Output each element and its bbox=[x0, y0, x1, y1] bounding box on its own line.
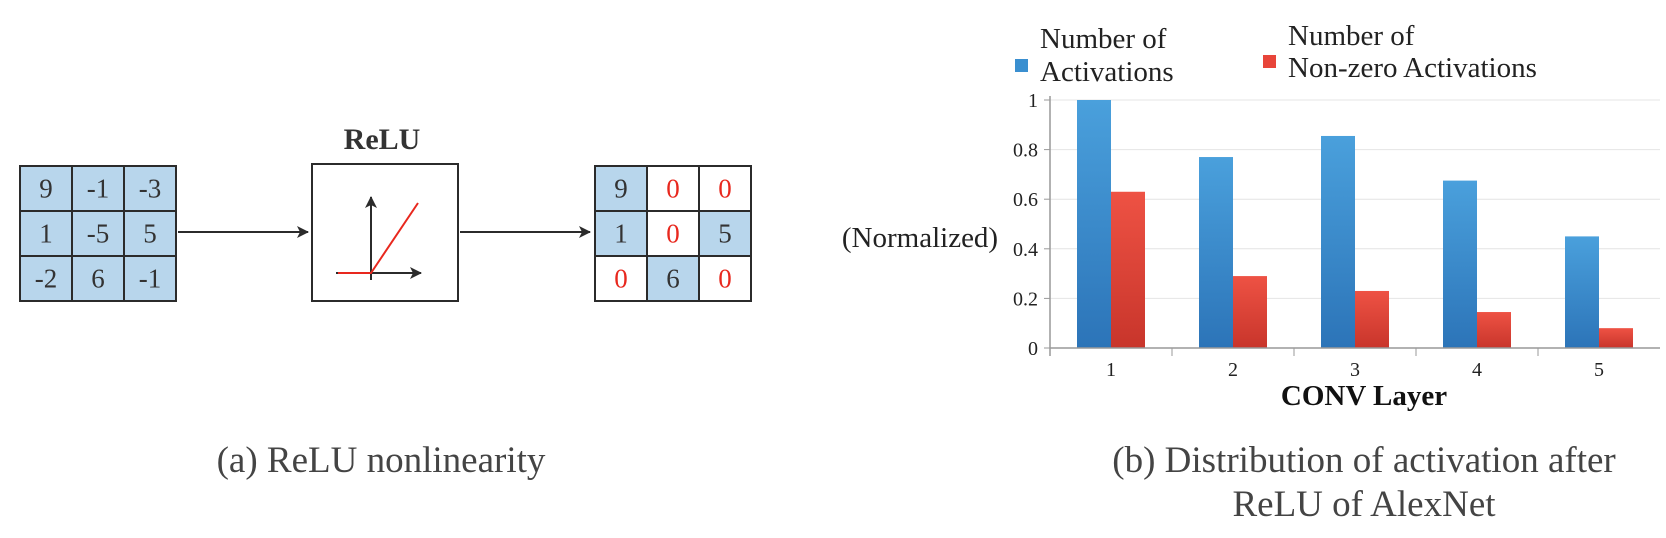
bar-nonzero-activations bbox=[1355, 290, 1389, 348]
matrix-cell-value: 5 bbox=[718, 219, 732, 249]
bar-activations bbox=[1199, 157, 1233, 348]
bar-activations bbox=[1321, 135, 1355, 348]
y-tick-label: 1 bbox=[1028, 90, 1038, 112]
caption-b-line-2: ReLU of AlexNet bbox=[1232, 484, 1496, 525]
legend-label: Number of bbox=[1288, 20, 1415, 52]
y-tick-label: 0.6 bbox=[1013, 189, 1038, 211]
matrix-cell bbox=[123, 255, 177, 302]
matrix-cell-value: 0 bbox=[666, 174, 680, 204]
matrix-cell-value: 6 bbox=[91, 264, 105, 294]
matrix-cell bbox=[71, 255, 125, 302]
matrix-cell-value: -5 bbox=[87, 219, 110, 249]
activation-chart: 0 0.2 0.4 0.6 0.8 1 1 2 3 4 5 (Normalized) CONV L… bbox=[842, 20, 1660, 525]
bar-activations bbox=[1565, 236, 1599, 348]
matrix-cell-value: -1 bbox=[87, 174, 110, 204]
legend-label: Number of bbox=[1040, 23, 1167, 55]
relu-diagram: 9 -1 -31 -5 5-2 6 -1 ReLU 9 0 01 0 50 6 0 (a) ReLU n… bbox=[19, 123, 752, 481]
matrix-cell-value: 5 bbox=[143, 219, 157, 249]
x-tick-label: 4 bbox=[1472, 359, 1482, 381]
relu-plot-icon bbox=[336, 196, 422, 280]
bar-nonzero-activations bbox=[1233, 276, 1267, 348]
y-tick-label: 0 bbox=[1028, 338, 1038, 360]
x-tick-labels: 1 2 3 4 5 bbox=[1106, 359, 1604, 381]
matrix-cell-value: -3 bbox=[139, 174, 162, 204]
matrix-cell-value: 1 bbox=[614, 219, 628, 249]
x-tick-label: 3 bbox=[1350, 359, 1360, 381]
legend-label: Activations bbox=[1040, 56, 1174, 88]
y-tick-labels: 0 0.2 0.4 0.6 0.8 1 bbox=[1013, 90, 1038, 360]
legend-label: Non-zero Activations bbox=[1288, 52, 1537, 84]
matrix-cell-value: 0 bbox=[718, 264, 732, 294]
bar-nonzero-activations bbox=[1599, 328, 1633, 348]
x-tick-label: 1 bbox=[1106, 359, 1116, 381]
legend-swatch bbox=[1263, 55, 1276, 68]
input-matrix: 9 -1 -3 1 -5 5 -2 6 -1 bbox=[19, 165, 177, 302]
matrix-cell-value: 9 bbox=[614, 174, 628, 204]
output-matrix: 9 0 01 0 50 6 0 bbox=[594, 165, 752, 302]
y-axis-label: (Normalized) bbox=[842, 222, 998, 254]
relu-title: ReLU bbox=[344, 123, 421, 156]
bar-nonzero-activations bbox=[1111, 191, 1145, 348]
x-tick-label: 2 bbox=[1228, 359, 1238, 381]
caption-a: (a) ReLU nonlinearity bbox=[217, 440, 546, 481]
x-axis-label: CONV Layer bbox=[1281, 380, 1447, 412]
matrix-cell-value: 1 bbox=[39, 219, 53, 249]
legend-swatch bbox=[1015, 59, 1028, 72]
relu-curve bbox=[338, 202, 419, 274]
chart-bars bbox=[1077, 100, 1633, 348]
y-tick-label: 0.2 bbox=[1013, 288, 1038, 310]
bar-nonzero-activations bbox=[1477, 312, 1511, 348]
relu-box bbox=[311, 163, 459, 302]
matrix-cell bbox=[646, 165, 700, 212]
matrix-cell-value: 0 bbox=[666, 219, 680, 249]
matrix-cell bbox=[594, 255, 648, 302]
x-tick-label: 5 bbox=[1594, 359, 1604, 381]
matrix-cell-value: 6 bbox=[666, 264, 680, 294]
y-tick-label: 0.4 bbox=[1013, 239, 1038, 261]
matrix-cell bbox=[123, 210, 177, 257]
matrix-cell-value: 0 bbox=[718, 174, 732, 204]
chart-axes bbox=[1049, 96, 1660, 356]
matrix-cell-value: 0 bbox=[614, 264, 628, 294]
matrix-cell bbox=[698, 210, 752, 257]
matrix-cell bbox=[19, 255, 73, 302]
matrix-cell-value: -1 bbox=[139, 264, 162, 294]
matrix-cell-value: 9 bbox=[39, 174, 53, 204]
caption-b-line-1: (b) Distribution of activation after bbox=[1112, 440, 1615, 481]
matrix-cell-value: -2 bbox=[35, 264, 58, 294]
matrix-cell bbox=[698, 165, 752, 212]
matrix-cell bbox=[698, 255, 752, 302]
bar-activations bbox=[1443, 180, 1477, 348]
bar-activations bbox=[1077, 100, 1111, 348]
y-tick-label: 0.8 bbox=[1013, 140, 1038, 162]
